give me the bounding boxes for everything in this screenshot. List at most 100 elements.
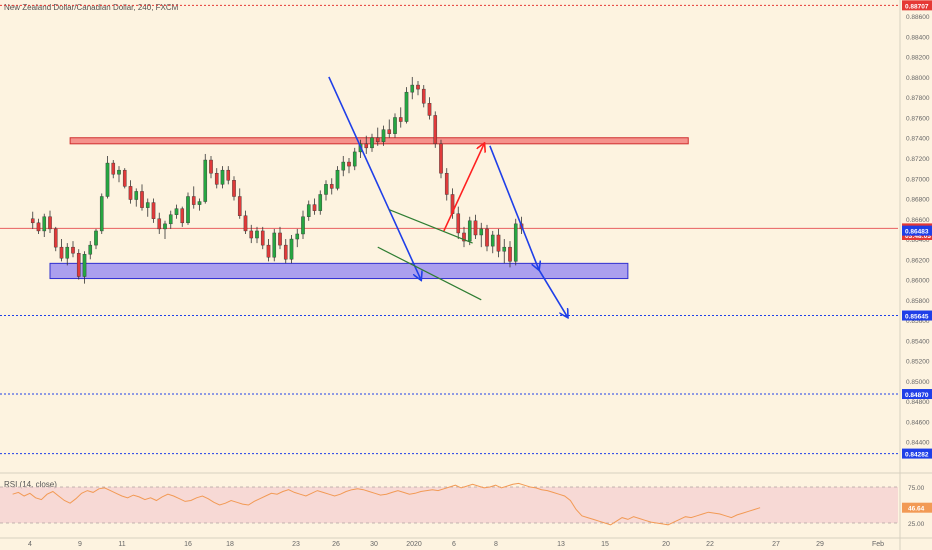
candle xyxy=(237,196,242,216)
candle xyxy=(48,216,52,230)
price-label: 0.85645 xyxy=(905,314,929,321)
x-tick-label: 8 xyxy=(494,541,498,548)
candle xyxy=(180,208,185,224)
y-tick-label: 0.87200 xyxy=(906,156,930,163)
candle xyxy=(467,220,472,242)
candle xyxy=(318,194,323,211)
candle xyxy=(140,191,144,208)
candle xyxy=(191,196,196,205)
y-tick-label: 0.86200 xyxy=(906,257,930,264)
price-label-box xyxy=(902,310,932,321)
candle xyxy=(508,246,512,262)
y-tick-label: 0.86400 xyxy=(906,237,930,244)
y-tick-label: 0.88400 xyxy=(906,34,930,41)
rsi-band xyxy=(0,487,898,523)
price-label-box xyxy=(902,389,932,400)
candle xyxy=(128,186,133,200)
candle xyxy=(220,169,225,185)
x-tick-label: Feb xyxy=(872,541,884,548)
candle xyxy=(312,204,317,211)
y-tick-label: 0.85800 xyxy=(906,298,930,305)
candle xyxy=(42,216,47,232)
candle xyxy=(30,218,35,224)
x-tick-label: 16 xyxy=(184,541,192,548)
candle xyxy=(122,169,127,187)
candle xyxy=(151,202,156,219)
price-label: 0.86483 xyxy=(905,229,929,236)
candle xyxy=(111,162,116,175)
candle xyxy=(283,244,288,260)
candle xyxy=(462,232,466,242)
candle xyxy=(364,143,369,149)
x-tick-label: 29 xyxy=(816,541,824,548)
candle xyxy=(513,223,518,262)
candle xyxy=(209,159,213,174)
price-label: 03:48:03 xyxy=(905,233,931,240)
candle xyxy=(347,161,351,167)
x-tick-label: 11 xyxy=(118,541,125,548)
candle xyxy=(398,117,403,122)
candle xyxy=(260,230,265,246)
rsi-line xyxy=(12,482,761,526)
candle xyxy=(226,169,231,181)
candle xyxy=(393,117,397,134)
candle xyxy=(197,201,202,205)
candle xyxy=(157,218,162,230)
candle xyxy=(272,232,277,258)
x-tick-label: 20 xyxy=(662,541,670,548)
candle xyxy=(117,169,121,175)
chart-title: New Zealand Dollar/Canadian Dollar, 240,… xyxy=(4,3,179,12)
y-tick-label: 0.85400 xyxy=(906,338,930,345)
x-tick-label: 18 xyxy=(226,541,234,548)
rsi-value-label: 46.64 xyxy=(908,506,925,513)
candle xyxy=(301,216,305,235)
candle xyxy=(456,213,461,234)
candle xyxy=(306,204,311,217)
candle xyxy=(404,91,409,122)
y-tick-label: 0.85000 xyxy=(906,379,930,386)
candle xyxy=(88,244,93,255)
y-tick-label: 0.87600 xyxy=(906,115,930,122)
x-tick-label: 27 xyxy=(772,541,780,548)
candle xyxy=(375,137,380,142)
candle xyxy=(145,202,150,208)
candle xyxy=(266,244,271,258)
candle xyxy=(370,137,374,149)
candle xyxy=(76,253,81,277)
y-tick-label: 0.84600 xyxy=(906,419,930,426)
candle xyxy=(94,230,98,246)
candle xyxy=(444,172,449,195)
candle xyxy=(433,115,438,145)
rsi-title: RSI (14, close) xyxy=(4,480,57,489)
rsi-value-box xyxy=(902,502,932,513)
candle xyxy=(214,172,219,185)
candle xyxy=(473,220,478,236)
candle xyxy=(163,223,167,230)
candle xyxy=(65,246,70,259)
candle xyxy=(387,129,392,134)
x-tick-label: 13 xyxy=(557,541,565,548)
candle xyxy=(71,246,75,254)
price-label-box xyxy=(902,0,932,11)
support-zone xyxy=(49,262,629,280)
candle xyxy=(99,196,104,232)
y-tick-label: 0.87400 xyxy=(906,136,930,143)
candle xyxy=(439,143,443,174)
y-tick-label: 0.86600 xyxy=(906,217,930,224)
green-trendline xyxy=(377,246,482,301)
candle xyxy=(289,238,294,260)
candle xyxy=(352,151,357,167)
y-tick-label: 0.87000 xyxy=(906,176,930,183)
candle xyxy=(82,254,87,277)
y-tick-label: 0.85600 xyxy=(906,318,930,325)
rsi-tick-label: 25.00 xyxy=(908,521,925,528)
candle xyxy=(502,246,507,252)
candle xyxy=(496,234,501,252)
red-trendline xyxy=(443,144,484,232)
candle xyxy=(186,196,190,224)
candle xyxy=(249,230,254,239)
price-label: 0.84870 xyxy=(905,392,929,399)
y-tick-label: 0.86000 xyxy=(906,278,930,285)
candle xyxy=(427,103,432,116)
